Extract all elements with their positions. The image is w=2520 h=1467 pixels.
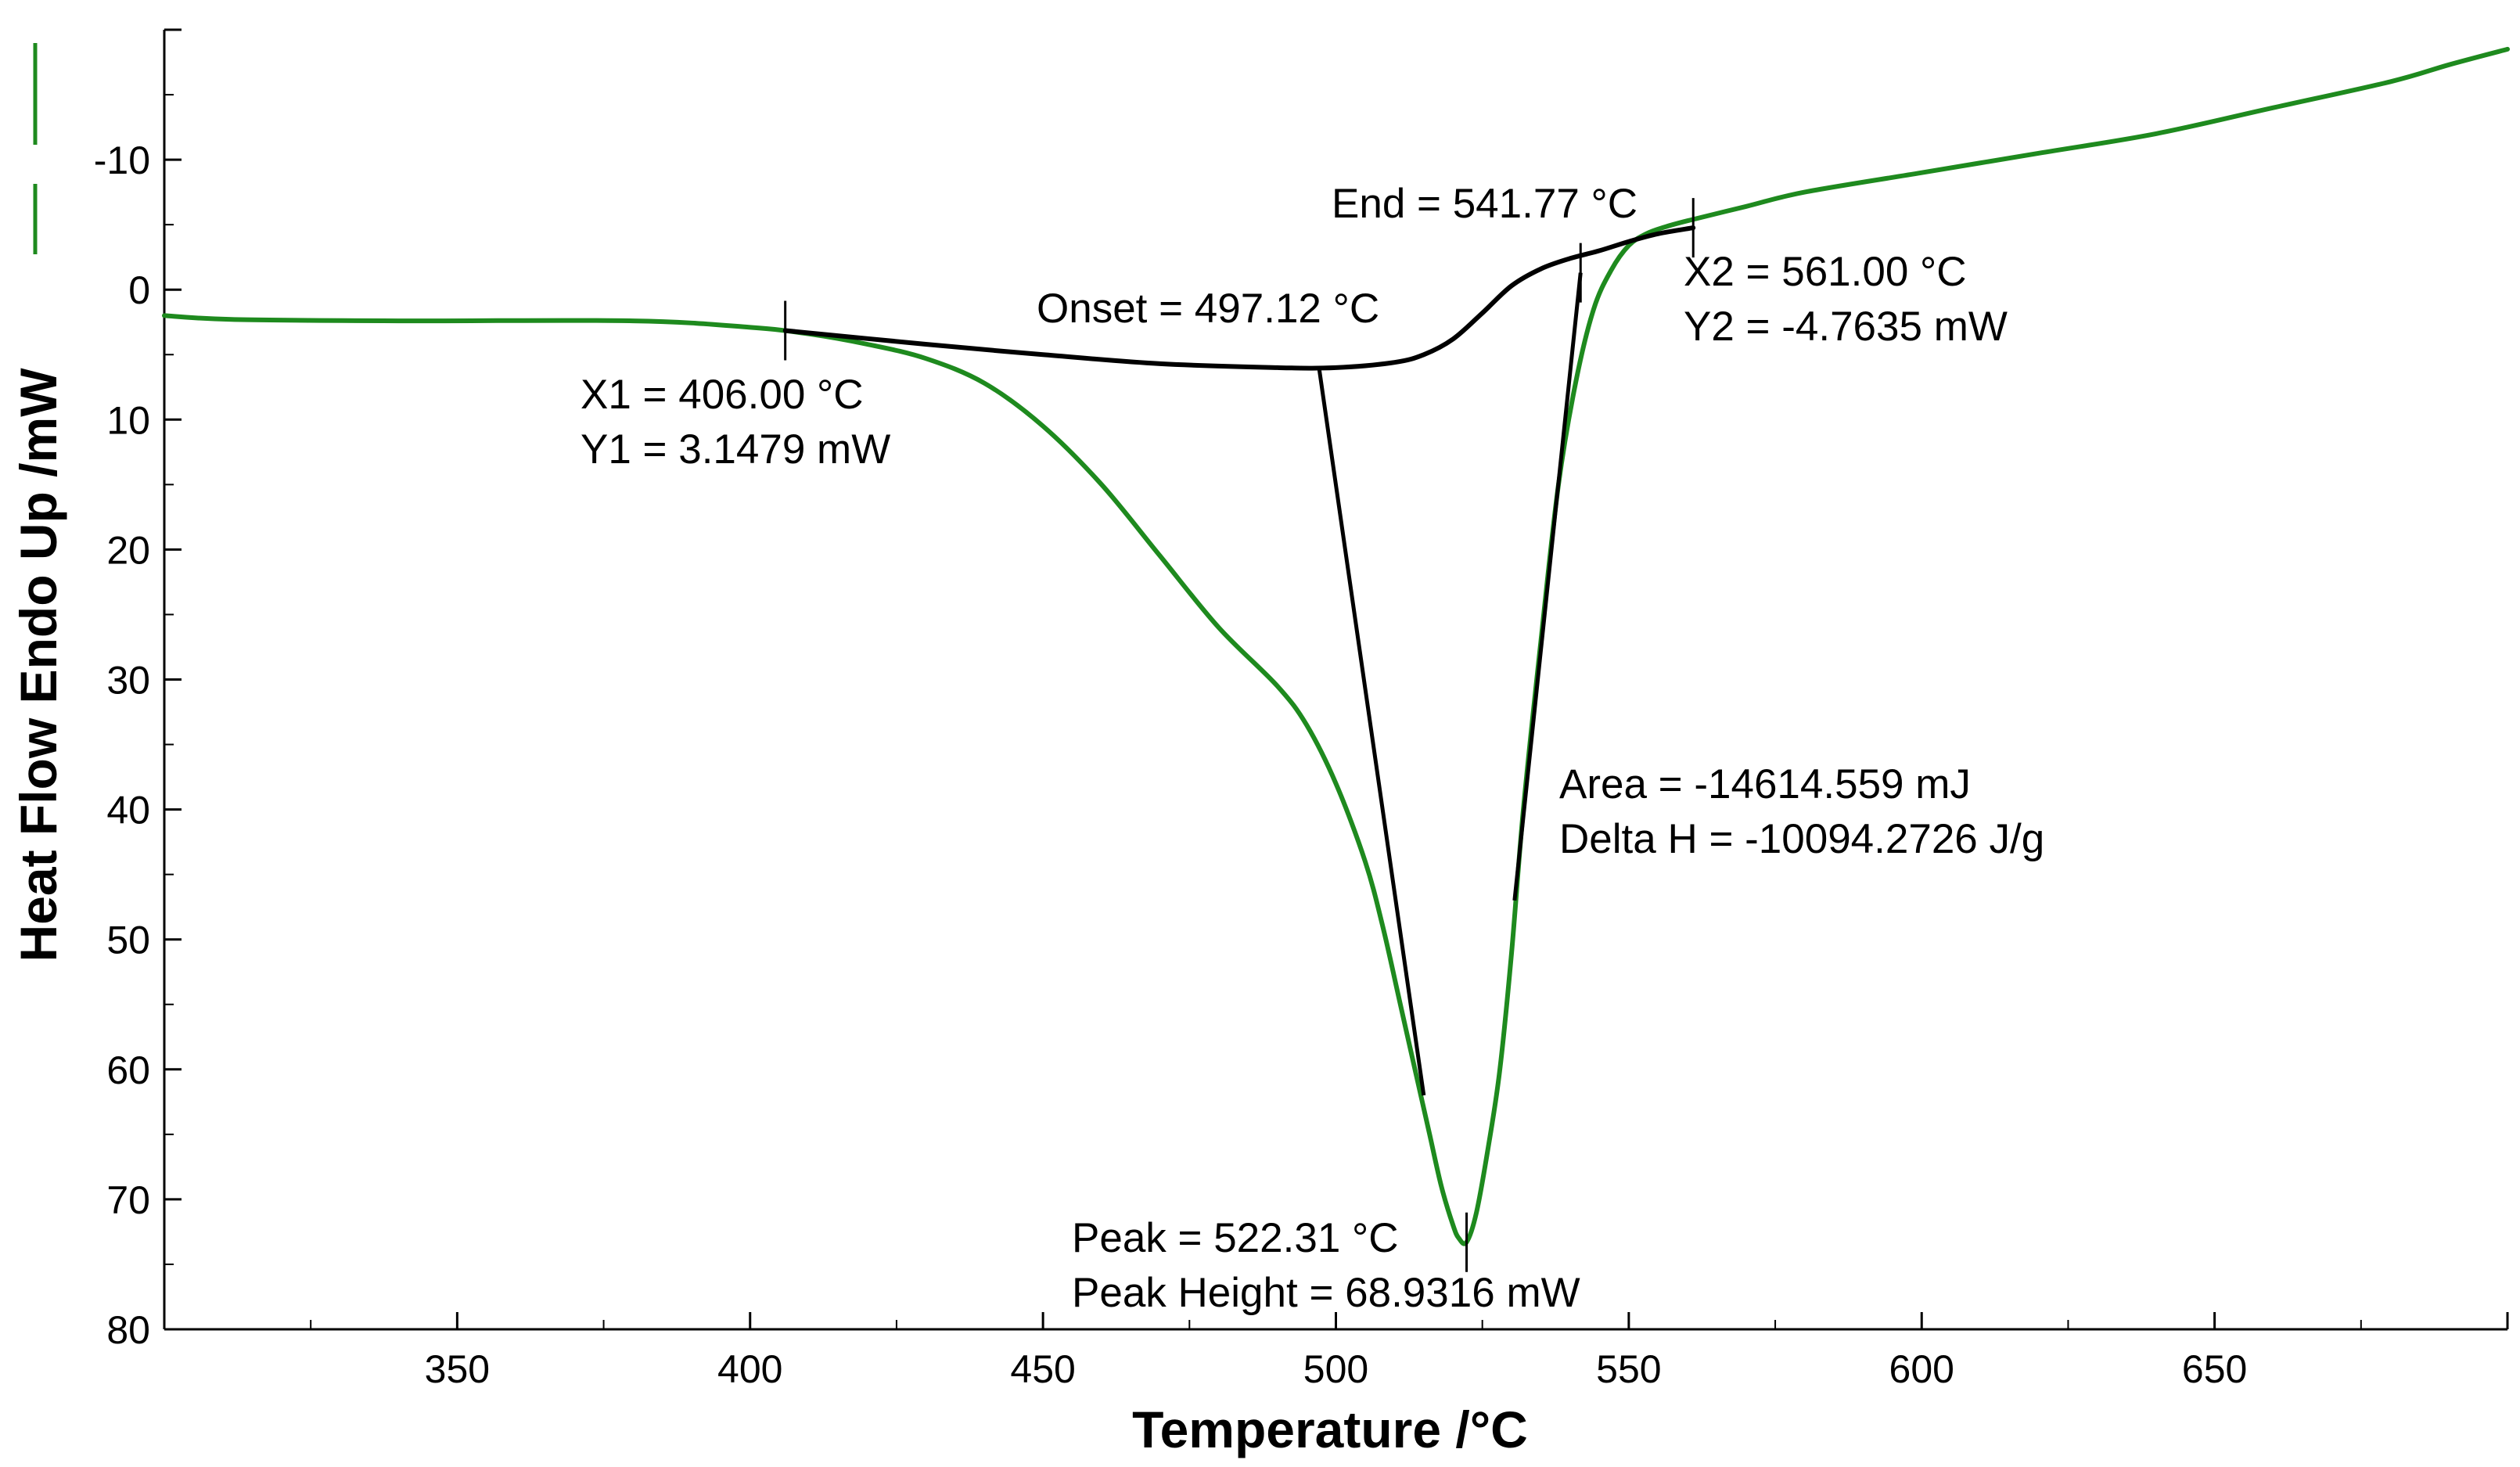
y-tick-label: 40 [106,789,150,832]
x-axis-ticks: 350 400 450 500 550 600 650 [310,1312,2362,1391]
y-tick-label: 20 [106,528,150,572]
x-tick-label: 350 [425,1347,490,1391]
annotation-peak-height: Peak Height = 68.9316 mW [1072,1270,1580,1316]
annotation-layer: X1 = 406.00 °C Y1 = 3.1479 mW Onset = 49… [581,181,2044,1316]
annotation-area: Area = -14614.559 mJ [1559,761,1971,807]
annotation-onset: Onset = 497.12 °C [1037,286,1379,332]
x-tick-label: 500 [1303,1347,1368,1391]
x-tick-label: 450 [1010,1347,1075,1391]
annotation-x2: X2 = 561.00 °C [1684,249,1967,295]
y-tick-label: 30 [106,659,150,703]
y-tick-label: 0 [128,268,150,312]
y-tick-label: 60 [106,1048,150,1092]
series-layer [162,46,2510,1246]
x-tick-label: 650 [2182,1347,2247,1391]
series-line-baseline [782,225,1696,371]
y-axis-title: Heat Flow Endo Up /mW [9,368,67,962]
annotation-x1: X1 = 406.00 °C [581,372,864,418]
y-axis-ticks: -10 0 10 20 30 40 50 60 70 80 [94,94,182,1352]
y-tick-label: 50 [106,919,150,962]
y-tick-label: -10 [94,138,150,182]
y-tick-label: 70 [106,1178,150,1222]
x-tick-label: 550 [1596,1347,1661,1391]
x-axis-title: Temperature /°C [1132,1400,1528,1458]
annotation-peak: Peak = 522.31 °C [1072,1215,1399,1261]
x-tick-label: 600 [1889,1347,1954,1391]
y-tick-label: 80 [106,1308,150,1352]
x-tick-label: 400 [717,1347,782,1391]
series-line-heat-flow [162,46,2510,1246]
onset-tangent [1317,367,1426,1096]
marker-layer [784,198,1695,1272]
y-tick-label: 10 [106,398,150,442]
annotation-delta-h: Delta H = -10094.2726 J/g [1559,816,2044,862]
annotation-end: End = 541.77 °C [1332,181,1637,227]
end-tangent [1512,272,1583,901]
tangent-layer [1317,272,1583,1096]
annotation-y2: Y2 = -4.7635 mW [1684,304,2008,350]
annotation-y1: Y1 = 3.1479 mW [581,426,890,473]
